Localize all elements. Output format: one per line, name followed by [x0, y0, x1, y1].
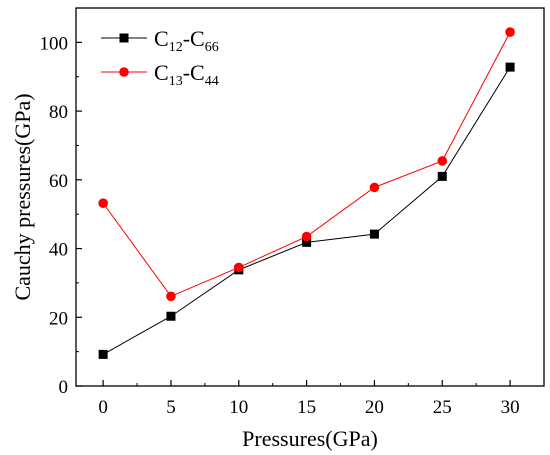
data-point	[505, 62, 515, 72]
data-point	[302, 237, 312, 247]
data-point	[166, 291, 176, 302]
x-tick-label: 30	[501, 397, 520, 418]
legend: C12-C66 C13-C44	[101, 26, 219, 89]
x-tick-label: 0	[98, 397, 108, 418]
series-layer	[98, 27, 515, 359]
data-point	[166, 311, 176, 321]
x-tick-label: 10	[229, 397, 248, 418]
y-tick-label: 60	[49, 171, 68, 192]
series-C13-C44	[98, 27, 515, 302]
data-point	[369, 229, 379, 239]
data-point	[233, 262, 244, 273]
data-point	[369, 182, 380, 193]
legend-label: C13-C44	[154, 60, 219, 89]
data-point	[437, 171, 447, 181]
y-tick-label: 0	[59, 377, 69, 398]
y-tick-label: 20	[49, 308, 68, 329]
x-tick-label: 20	[365, 397, 384, 418]
x-axis-title: Pressures(GPa)	[242, 426, 378, 451]
x-tick-label: 15	[297, 397, 316, 418]
series-C12-C66	[98, 62, 515, 359]
y-axis-title: Cauchy pressures(GPa)	[10, 93, 35, 300]
x-tick-label: 5	[166, 397, 176, 418]
legend-entry-C12-C66: C12-C66	[101, 26, 219, 55]
legend-marker	[119, 67, 129, 77]
data-point	[437, 156, 448, 166]
legend-entry-C13-C44: C13-C44	[101, 60, 219, 89]
legend-marker	[119, 33, 129, 43]
legend-label: C12-C66	[154, 26, 219, 55]
y-tick-label: 40	[49, 240, 68, 261]
y-tick-label: 100	[40, 33, 69, 54]
x-tick-label: 25	[433, 397, 452, 418]
data-point	[301, 231, 312, 242]
data-point	[505, 27, 515, 37]
plot-frame	[75, 7, 545, 387]
x-axis: 0 5 10 15 20 25 30	[98, 380, 520, 418]
plot-frame-rect	[75, 7, 545, 387]
y-tick-label: 80	[49, 102, 68, 123]
series-line	[102, 66, 511, 355]
data-point	[98, 349, 108, 359]
y-axis: 0 20 40 60 80 100	[40, 33, 82, 398]
data-point	[98, 198, 108, 208]
